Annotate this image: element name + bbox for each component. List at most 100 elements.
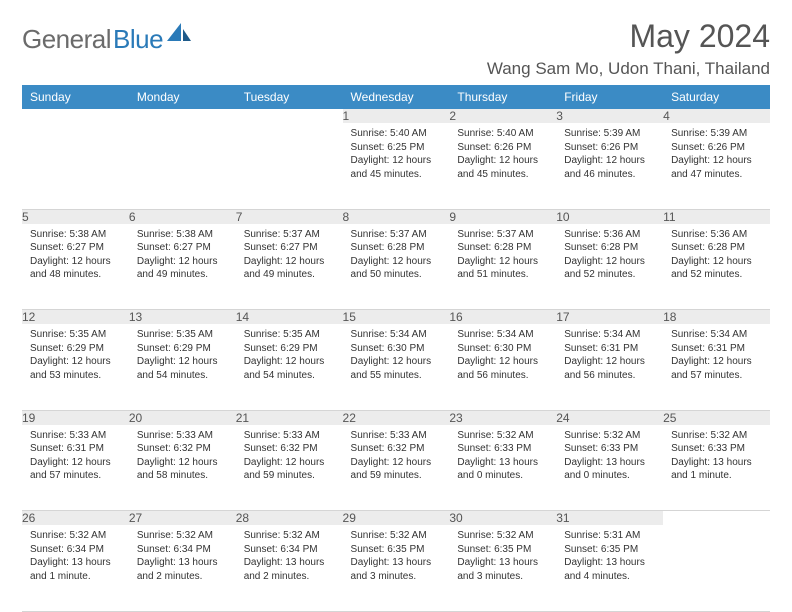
day-content: Sunrise: 5:32 AMSunset: 6:34 PMDaylight:… [236, 525, 343, 589]
daynum-row: 12131415161718 [22, 310, 770, 325]
day-content: Sunrise: 5:31 AMSunset: 6:35 PMDaylight:… [556, 525, 663, 589]
day-content: Sunrise: 5:40 AMSunset: 6:25 PMDaylight:… [343, 123, 450, 187]
day-cell: Sunrise: 5:39 AMSunset: 6:26 PMDaylight:… [663, 123, 770, 209]
day-content: Sunrise: 5:32 AMSunset: 6:35 PMDaylight:… [449, 525, 556, 589]
day-number: 2 [449, 109, 556, 123]
day-number: 28 [236, 511, 343, 526]
day-number: 9 [449, 209, 556, 224]
day-number: 13 [129, 310, 236, 325]
day-cell: Sunrise: 5:35 AMSunset: 6:29 PMDaylight:… [129, 324, 236, 410]
day-content: Sunrise: 5:39 AMSunset: 6:26 PMDaylight:… [556, 123, 663, 187]
day-cell: Sunrise: 5:32 AMSunset: 6:35 PMDaylight:… [449, 525, 556, 611]
logo: GeneralBlue [22, 24, 193, 55]
day-cell: Sunrise: 5:34 AMSunset: 6:30 PMDaylight:… [343, 324, 450, 410]
day-content: Sunrise: 5:34 AMSunset: 6:31 PMDaylight:… [663, 324, 770, 388]
day-number: 21 [236, 410, 343, 425]
day-content: Sunrise: 5:32 AMSunset: 6:33 PMDaylight:… [663, 425, 770, 489]
empty-cell [663, 525, 770, 611]
day-number: 1 [343, 109, 450, 123]
logo-sail-icon [167, 23, 193, 48]
weekday-header: Monday [129, 85, 236, 109]
day-number: 12 [22, 310, 129, 325]
weekday-header-row: SundayMondayTuesdayWednesdayThursdayFrid… [22, 85, 770, 109]
day-number: 15 [343, 310, 450, 325]
day-number: 4 [663, 109, 770, 123]
day-cell: Sunrise: 5:38 AMSunset: 6:27 PMDaylight:… [22, 224, 129, 310]
day-content: Sunrise: 5:36 AMSunset: 6:28 PMDaylight:… [663, 224, 770, 288]
day-content: Sunrise: 5:32 AMSunset: 6:34 PMDaylight:… [129, 525, 236, 589]
day-number: 17 [556, 310, 663, 325]
day-content: Sunrise: 5:34 AMSunset: 6:30 PMDaylight:… [449, 324, 556, 388]
day-number: 31 [556, 511, 663, 526]
empty-daynum [236, 109, 343, 123]
empty-daynum [663, 511, 770, 526]
day-cell: Sunrise: 5:32 AMSunset: 6:35 PMDaylight:… [343, 525, 450, 611]
day-cell: Sunrise: 5:31 AMSunset: 6:35 PMDaylight:… [556, 525, 663, 611]
day-cell: Sunrise: 5:37 AMSunset: 6:27 PMDaylight:… [236, 224, 343, 310]
day-cell: Sunrise: 5:32 AMSunset: 6:33 PMDaylight:… [556, 425, 663, 511]
title-block: May 2024 Wang Sam Mo, Udon Thani, Thaila… [487, 18, 770, 79]
day-cell: Sunrise: 5:39 AMSunset: 6:26 PMDaylight:… [556, 123, 663, 209]
weekday-header: Wednesday [343, 85, 450, 109]
day-content: Sunrise: 5:38 AMSunset: 6:27 PMDaylight:… [129, 224, 236, 288]
logo-text-blue: Blue [113, 24, 163, 55]
day-content: Sunrise: 5:32 AMSunset: 6:34 PMDaylight:… [22, 525, 129, 589]
day-content: Sunrise: 5:33 AMSunset: 6:32 PMDaylight:… [129, 425, 236, 489]
day-number: 22 [343, 410, 450, 425]
daynum-row: 262728293031 [22, 511, 770, 526]
weekday-header: Thursday [449, 85, 556, 109]
day-content: Sunrise: 5:33 AMSunset: 6:32 PMDaylight:… [343, 425, 450, 489]
day-content: Sunrise: 5:33 AMSunset: 6:32 PMDaylight:… [236, 425, 343, 489]
day-content: Sunrise: 5:32 AMSunset: 6:35 PMDaylight:… [343, 525, 450, 589]
day-number: 19 [22, 410, 129, 425]
weekday-header: Friday [556, 85, 663, 109]
day-number: 8 [343, 209, 450, 224]
day-number: 10 [556, 209, 663, 224]
day-content: Sunrise: 5:39 AMSunset: 6:26 PMDaylight:… [663, 123, 770, 187]
calendar-table: SundayMondayTuesdayWednesdayThursdayFrid… [22, 85, 770, 612]
day-cell: Sunrise: 5:38 AMSunset: 6:27 PMDaylight:… [129, 224, 236, 310]
day-cell: Sunrise: 5:36 AMSunset: 6:28 PMDaylight:… [556, 224, 663, 310]
weekday-header: Sunday [22, 85, 129, 109]
day-number: 29 [343, 511, 450, 526]
day-content: Sunrise: 5:33 AMSunset: 6:31 PMDaylight:… [22, 425, 129, 489]
day-content: Sunrise: 5:35 AMSunset: 6:29 PMDaylight:… [129, 324, 236, 388]
day-content: Sunrise: 5:35 AMSunset: 6:29 PMDaylight:… [22, 324, 129, 388]
day-cell: Sunrise: 5:32 AMSunset: 6:33 PMDaylight:… [663, 425, 770, 511]
day-number: 27 [129, 511, 236, 526]
day-number: 25 [663, 410, 770, 425]
day-cell: Sunrise: 5:35 AMSunset: 6:29 PMDaylight:… [236, 324, 343, 410]
day-cell: Sunrise: 5:33 AMSunset: 6:32 PMDaylight:… [343, 425, 450, 511]
day-cell: Sunrise: 5:37 AMSunset: 6:28 PMDaylight:… [343, 224, 450, 310]
day-cell: Sunrise: 5:34 AMSunset: 6:31 PMDaylight:… [556, 324, 663, 410]
day-cell: Sunrise: 5:32 AMSunset: 6:34 PMDaylight:… [236, 525, 343, 611]
weekday-header: Saturday [663, 85, 770, 109]
day-number: 26 [22, 511, 129, 526]
day-number: 16 [449, 310, 556, 325]
empty-cell [236, 123, 343, 209]
day-cell: Sunrise: 5:33 AMSunset: 6:32 PMDaylight:… [129, 425, 236, 511]
weekday-header: Tuesday [236, 85, 343, 109]
day-content: Sunrise: 5:32 AMSunset: 6:33 PMDaylight:… [449, 425, 556, 489]
day-number: 14 [236, 310, 343, 325]
day-content: Sunrise: 5:37 AMSunset: 6:28 PMDaylight:… [343, 224, 450, 288]
day-content: Sunrise: 5:32 AMSunset: 6:33 PMDaylight:… [556, 425, 663, 489]
day-number: 20 [129, 410, 236, 425]
day-cell: Sunrise: 5:32 AMSunset: 6:34 PMDaylight:… [129, 525, 236, 611]
day-content: Sunrise: 5:37 AMSunset: 6:28 PMDaylight:… [449, 224, 556, 288]
day-content: Sunrise: 5:34 AMSunset: 6:30 PMDaylight:… [343, 324, 450, 388]
month-title: May 2024 [487, 18, 770, 55]
day-cell: Sunrise: 5:40 AMSunset: 6:26 PMDaylight:… [449, 123, 556, 209]
day-content: Sunrise: 5:40 AMSunset: 6:26 PMDaylight:… [449, 123, 556, 187]
day-cell: Sunrise: 5:37 AMSunset: 6:28 PMDaylight:… [449, 224, 556, 310]
day-content: Sunrise: 5:38 AMSunset: 6:27 PMDaylight:… [22, 224, 129, 288]
day-cell: Sunrise: 5:33 AMSunset: 6:32 PMDaylight:… [236, 425, 343, 511]
day-content: Sunrise: 5:37 AMSunset: 6:27 PMDaylight:… [236, 224, 343, 288]
daynum-row: 567891011 [22, 209, 770, 224]
day-content: Sunrise: 5:36 AMSunset: 6:28 PMDaylight:… [556, 224, 663, 288]
day-number: 3 [556, 109, 663, 123]
day-cell: Sunrise: 5:32 AMSunset: 6:33 PMDaylight:… [449, 425, 556, 511]
header: GeneralBlue May 2024 Wang Sam Mo, Udon T… [22, 18, 770, 79]
day-cell: Sunrise: 5:40 AMSunset: 6:25 PMDaylight:… [343, 123, 450, 209]
logo-text-gray: General [22, 24, 111, 55]
